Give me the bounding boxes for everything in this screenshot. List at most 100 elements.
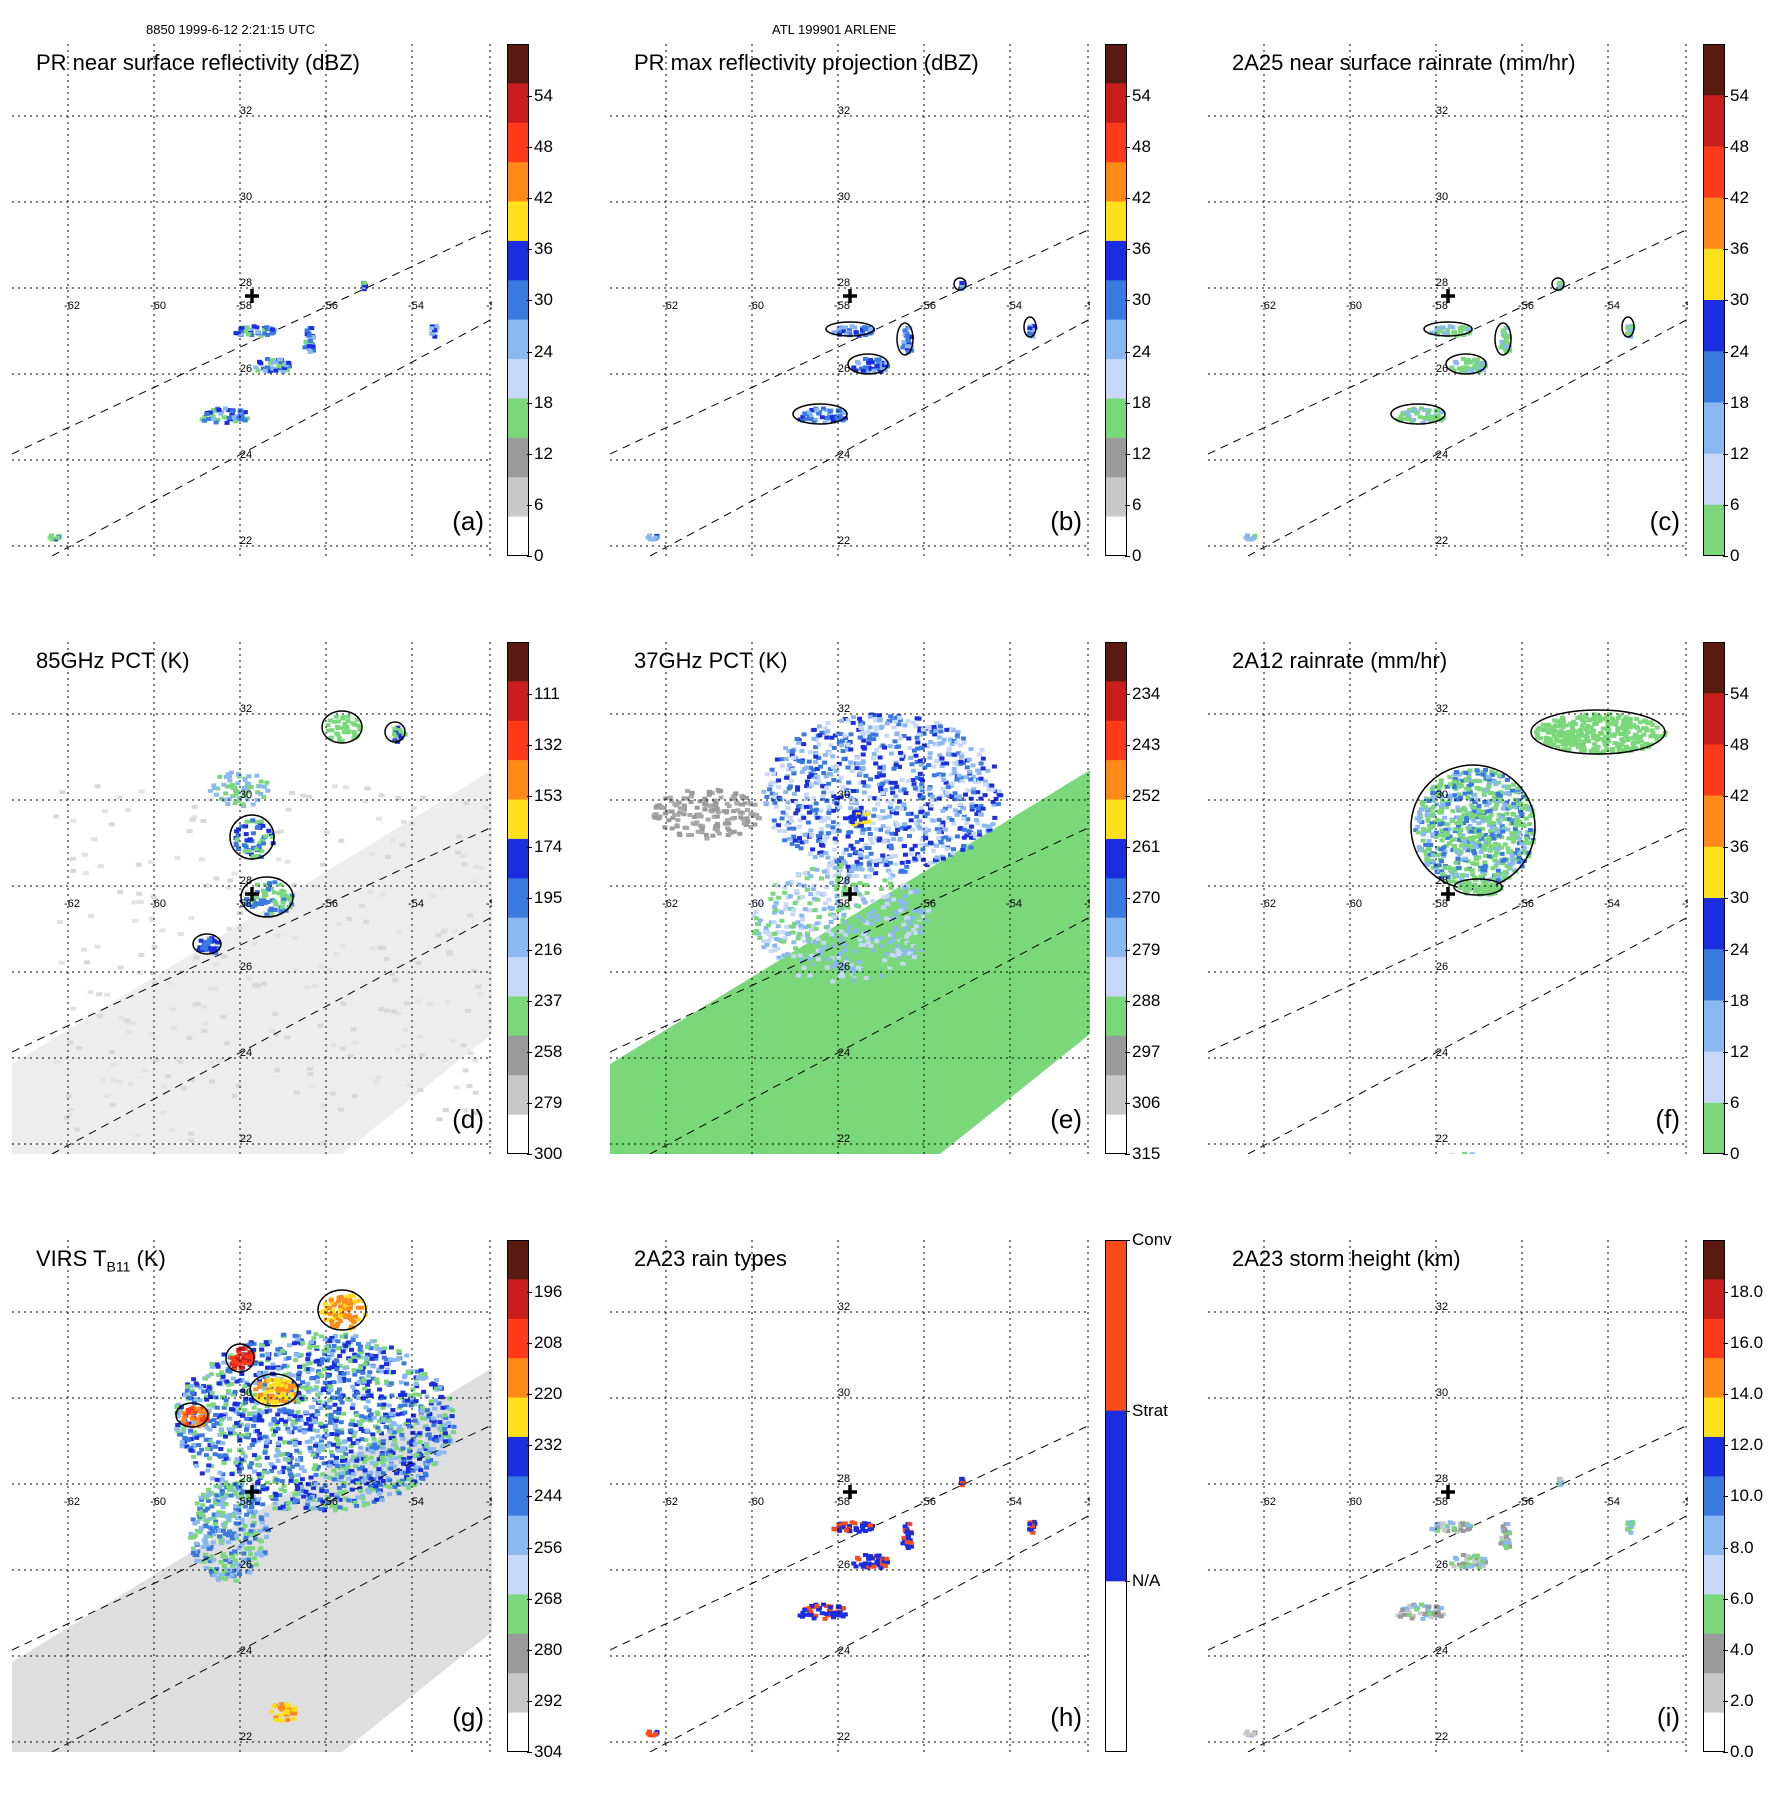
colorbar-segment	[1703, 1103, 1725, 1154]
lat-label: 28	[1436, 1473, 1448, 1485]
colorbar-tick-label: 6.0	[1730, 1589, 1754, 1609]
colorbar-segment	[507, 681, 529, 721]
map-d: -62-60-58-56-54-52323028262422	[12, 642, 492, 1154]
lat-label: 30	[838, 1387, 850, 1399]
colorbar-segment	[1703, 249, 1725, 301]
colorbar-segment	[507, 839, 529, 879]
colorbar-segment	[507, 800, 529, 840]
colorbar-tick-label: 30	[534, 290, 553, 310]
lon-label: -60	[1346, 1496, 1362, 1508]
swath-edge-north	[610, 1425, 1090, 1650]
colorbar-tick-label: 12.0	[1730, 1435, 1763, 1455]
colorbar-tick-label: 18	[1132, 393, 1151, 413]
colorbar-segment	[1105, 202, 1127, 242]
colorbar-segment	[507, 918, 529, 958]
panel-title-subscript: B11	[107, 1258, 131, 1274]
colorbar-segment	[1703, 1279, 1725, 1319]
colorbar-tick-label: 42	[534, 188, 553, 208]
lon-label: -56	[322, 300, 338, 312]
colorbar-tick-label: 297	[1132, 1042, 1160, 1062]
colorbar-tick-label: 208	[534, 1333, 562, 1353]
colorbar-segment	[507, 398, 529, 438]
colorbar-tick-label: 10.0	[1730, 1486, 1763, 1506]
lat-label: 24	[240, 449, 252, 461]
colorbar-segment	[507, 878, 529, 918]
map-c: -62-60-58-56-54-52323028262422	[1208, 44, 1688, 556]
colorbar-segment	[507, 162, 529, 202]
colorbar-segment	[1105, 517, 1127, 556]
lat-label: 24	[1436, 449, 1448, 461]
panel-title: PR near surface reflectivity (dBZ)	[36, 50, 360, 76]
lon-label: -52	[1682, 898, 1688, 910]
lon-label: -54	[408, 898, 424, 910]
colorbar-segment	[1105, 878, 1127, 918]
panel-a: -62-60-58-56-54-52323028262422PR near su…	[12, 44, 592, 604]
rain-2a12-main	[1411, 765, 1536, 890]
colorbar-segment	[1703, 1713, 1725, 1752]
lat-label: 22	[1436, 535, 1448, 547]
colorbar-segment	[507, 359, 529, 399]
colorbar-segment	[1703, 351, 1725, 403]
colorbar-segment	[507, 1398, 529, 1438]
colorbar-segment	[1105, 44, 1127, 84]
rain-2a12-band	[1454, 879, 1504, 897]
colorbar-segment	[1703, 1516, 1725, 1556]
swath-edge-north	[12, 229, 492, 454]
colorbar-segment	[507, 760, 529, 800]
colorbar-segment	[1703, 300, 1725, 352]
panel-e: -62-60-58-56-54-5232302826242237GHz PCT …	[610, 642, 1190, 1202]
colorbar-segment	[507, 1713, 529, 1752]
lat-label: 26	[240, 961, 252, 973]
colorbar-tick-label: 12	[1132, 444, 1151, 464]
colorbar-segment	[1703, 1634, 1725, 1674]
colorbar-segment	[1703, 1319, 1725, 1359]
colorbar-segment	[1703, 1476, 1725, 1516]
colorbar-segment	[1703, 744, 1725, 796]
colorbar-tick-label: 8.0	[1730, 1538, 1754, 1558]
colorbar-tick-label: 30	[1730, 888, 1749, 908]
colorbar-segment	[1703, 402, 1725, 454]
colorbar-tick-label: N/A	[1132, 1571, 1160, 1591]
colorbar-segment	[1703, 642, 1725, 694]
lat-label: 32	[240, 105, 252, 117]
lon-label: -60	[748, 1496, 764, 1508]
lon-label: -60	[150, 898, 166, 910]
lon-label: -52	[1084, 1496, 1090, 1508]
lon-label: -54	[1604, 1496, 1620, 1508]
lat-label: 32	[838, 105, 850, 117]
colorbar-tick-label: 6	[534, 495, 543, 515]
colorbar-segment	[1703, 198, 1725, 250]
panel-title: PR max reflectivity projection (dBZ)	[634, 50, 979, 76]
colorbar-tick-label: 36	[534, 239, 553, 259]
colorbar-segment	[1105, 359, 1127, 399]
map-a: -62-60-58-56-54-52323028262422	[12, 44, 492, 556]
colorbar-tick-label: 6	[1730, 495, 1739, 515]
header-left: 8850 1999-6-12 2:21:15 UTC	[146, 22, 315, 37]
panel-b: -62-60-58-56-54-52323028262422PR max ref…	[610, 44, 1190, 604]
colorbar-segment	[1703, 1052, 1725, 1104]
lat-label: 22	[1436, 1133, 1448, 1145]
rain-2a12-ne	[1531, 710, 1668, 755]
lat-label: 32	[1436, 703, 1448, 715]
lat-label: 28	[1436, 277, 1448, 289]
lat-label: 26	[1436, 363, 1448, 375]
colorbar-tick-label: Strat	[1132, 1401, 1168, 1421]
colorbar-segment	[507, 241, 529, 281]
swath-edge-north	[1208, 827, 1688, 1052]
colorbar-segment	[1703, 454, 1725, 506]
echo-band-b	[848, 354, 890, 374]
colorbar-segment	[1105, 996, 1127, 1036]
echo-band-a	[1424, 322, 1473, 338]
lon-label: -58	[236, 300, 252, 312]
colorbar-segment	[1703, 1240, 1725, 1280]
lat-label: 24	[240, 1645, 252, 1657]
lon-label: -56	[322, 1496, 338, 1508]
colorbar-segment	[1105, 320, 1127, 360]
echo-band-d	[793, 404, 848, 425]
colorbar-tick-label: 304	[534, 1742, 562, 1762]
echo-band-f	[954, 278, 966, 291]
lat-label: 32	[1436, 1301, 1448, 1313]
lon-label: -62	[662, 1496, 678, 1508]
